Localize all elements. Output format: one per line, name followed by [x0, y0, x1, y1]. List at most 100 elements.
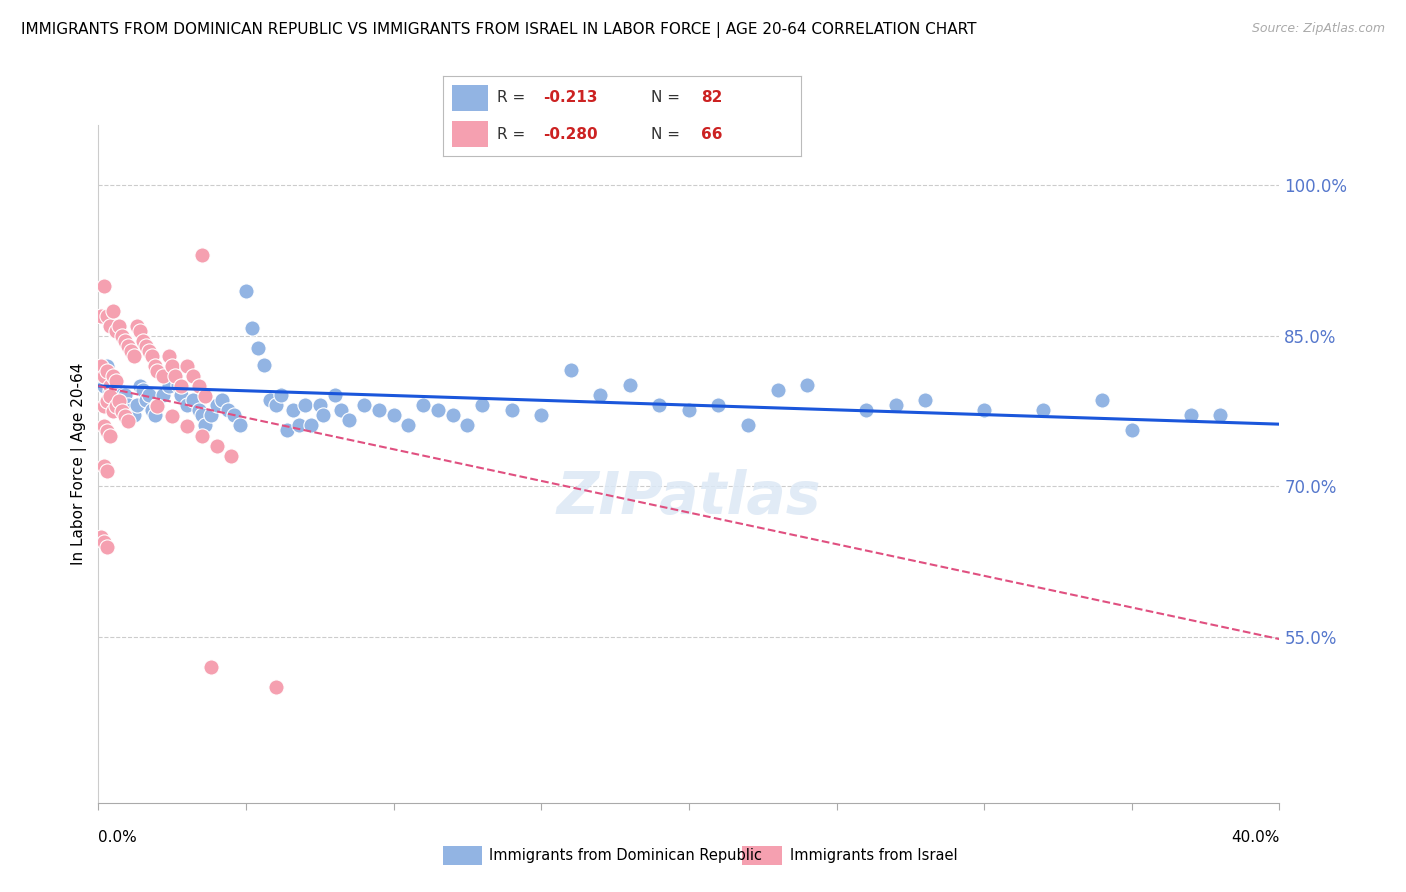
Point: [111, 404, 134, 418]
Point: [187, 403, 209, 417]
Text: -0.280: -0.280: [543, 127, 598, 142]
Point: [128, 324, 150, 338]
Point: [103, 404, 125, 418]
Point: [1209, 408, 1232, 422]
Point: [138, 388, 160, 402]
Text: N =: N =: [651, 90, 685, 105]
Point: [191, 429, 214, 443]
Point: [93, 379, 115, 393]
Point: [246, 341, 269, 355]
Text: 40.0%: 40.0%: [1232, 830, 1279, 845]
Point: [93, 368, 115, 383]
Point: [353, 398, 375, 412]
Point: [276, 423, 298, 437]
Point: [1180, 408, 1202, 422]
Point: [501, 403, 523, 417]
Point: [146, 398, 169, 412]
Point: [128, 379, 150, 393]
Point: [138, 343, 160, 358]
Point: [678, 403, 700, 417]
Point: [117, 414, 139, 428]
Point: [191, 248, 214, 262]
Point: [382, 408, 405, 422]
Point: [157, 379, 180, 393]
Point: [312, 408, 335, 422]
Point: [143, 359, 166, 373]
Point: [120, 343, 142, 358]
Point: [141, 349, 163, 363]
Point: [141, 403, 163, 417]
Point: [264, 398, 287, 412]
Text: 0.0%: 0.0%: [98, 830, 138, 845]
Point: [309, 398, 332, 412]
Point: [855, 403, 877, 417]
Point: [96, 540, 118, 554]
Point: [1091, 393, 1114, 408]
Point: [152, 388, 174, 402]
Point: [108, 394, 131, 409]
Point: [135, 339, 157, 353]
Point: [117, 339, 139, 353]
Point: [165, 368, 187, 383]
Point: [589, 388, 612, 402]
Point: [299, 418, 322, 433]
Point: [111, 328, 134, 343]
Text: ZIPatlas: ZIPatlas: [557, 469, 821, 526]
Point: [122, 408, 145, 422]
Point: [648, 398, 671, 412]
Point: [122, 349, 145, 363]
Point: [90, 309, 112, 323]
Point: [98, 379, 121, 393]
Point: [560, 363, 582, 377]
Point: [766, 383, 789, 397]
Y-axis label: In Labor Force | Age 20-64: In Labor Force | Age 20-64: [72, 363, 87, 565]
Point: [205, 398, 228, 412]
Point: [132, 334, 155, 348]
Point: [1032, 403, 1054, 417]
Text: IMMIGRANTS FROM DOMINICAN REPUBLIC VS IMMIGRANTS FROM ISRAEL IN LABOR FORCE | AG: IMMIGRANTS FROM DOMINICAN REPUBLIC VS IM…: [21, 22, 977, 38]
Point: [264, 681, 287, 695]
Point: [200, 660, 222, 674]
Point: [93, 419, 115, 434]
Point: [96, 464, 118, 478]
Point: [339, 413, 360, 427]
Text: Immigrants from Dominican Republic: Immigrants from Dominican Republic: [489, 848, 762, 863]
Point: [96, 359, 118, 373]
Point: [191, 408, 214, 422]
Text: R =: R =: [496, 90, 530, 105]
Point: [146, 364, 169, 378]
Point: [914, 393, 936, 408]
Point: [368, 403, 391, 417]
Point: [211, 393, 233, 408]
Point: [152, 368, 174, 383]
Point: [219, 450, 242, 464]
Point: [176, 359, 198, 373]
Point: [93, 278, 115, 293]
Point: [737, 418, 759, 433]
Text: R =: R =: [496, 127, 530, 142]
Point: [96, 364, 118, 378]
Point: [105, 324, 128, 338]
Point: [96, 424, 118, 438]
Point: [108, 383, 131, 397]
Point: [1121, 423, 1143, 437]
Point: [323, 388, 346, 402]
Point: [288, 418, 311, 433]
Point: [108, 318, 131, 333]
Point: [117, 398, 139, 412]
Point: [396, 418, 419, 433]
Point: [114, 334, 136, 348]
Point: [170, 379, 193, 393]
Point: [181, 368, 204, 383]
Point: [181, 393, 204, 408]
Point: [270, 388, 292, 402]
Point: [90, 359, 112, 373]
Point: [796, 378, 818, 392]
Point: [170, 388, 193, 402]
Point: [98, 429, 121, 443]
Point: [146, 399, 169, 413]
Point: [162, 363, 183, 377]
Point: [162, 359, 183, 373]
Point: [471, 398, 494, 412]
Point: [200, 408, 222, 422]
